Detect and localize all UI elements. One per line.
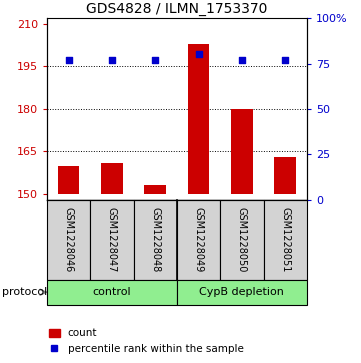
Legend: count, percentile rank within the sample: count, percentile rank within the sample bbox=[45, 324, 248, 358]
Text: GSM1228048: GSM1228048 bbox=[150, 207, 160, 272]
Point bbox=[196, 52, 201, 57]
Bar bbox=[231, 109, 253, 194]
Bar bbox=[47, 280, 177, 305]
Bar bbox=[90, 200, 134, 280]
Bar bbox=[58, 166, 79, 194]
Bar bbox=[144, 185, 166, 194]
Point bbox=[239, 57, 245, 63]
Text: GSM1228049: GSM1228049 bbox=[193, 207, 204, 272]
Text: control: control bbox=[93, 287, 131, 297]
Bar bbox=[47, 200, 90, 280]
Bar bbox=[177, 200, 220, 280]
Text: protocol: protocol bbox=[2, 287, 47, 297]
Text: CypB depletion: CypB depletion bbox=[199, 287, 284, 297]
Bar bbox=[188, 44, 209, 194]
Text: GSM1228050: GSM1228050 bbox=[237, 207, 247, 272]
Text: GSM1228051: GSM1228051 bbox=[280, 207, 290, 272]
Title: GDS4828 / ILMN_1753370: GDS4828 / ILMN_1753370 bbox=[86, 2, 268, 16]
Bar bbox=[134, 200, 177, 280]
Bar bbox=[274, 157, 296, 194]
Point bbox=[152, 57, 158, 63]
Bar bbox=[177, 280, 307, 305]
Point bbox=[109, 57, 115, 63]
Bar bbox=[264, 200, 307, 280]
Text: GSM1228046: GSM1228046 bbox=[64, 207, 74, 272]
Bar bbox=[101, 163, 123, 194]
Point bbox=[282, 57, 288, 63]
Text: GSM1228047: GSM1228047 bbox=[107, 207, 117, 272]
Bar bbox=[220, 200, 264, 280]
Point bbox=[66, 57, 71, 63]
